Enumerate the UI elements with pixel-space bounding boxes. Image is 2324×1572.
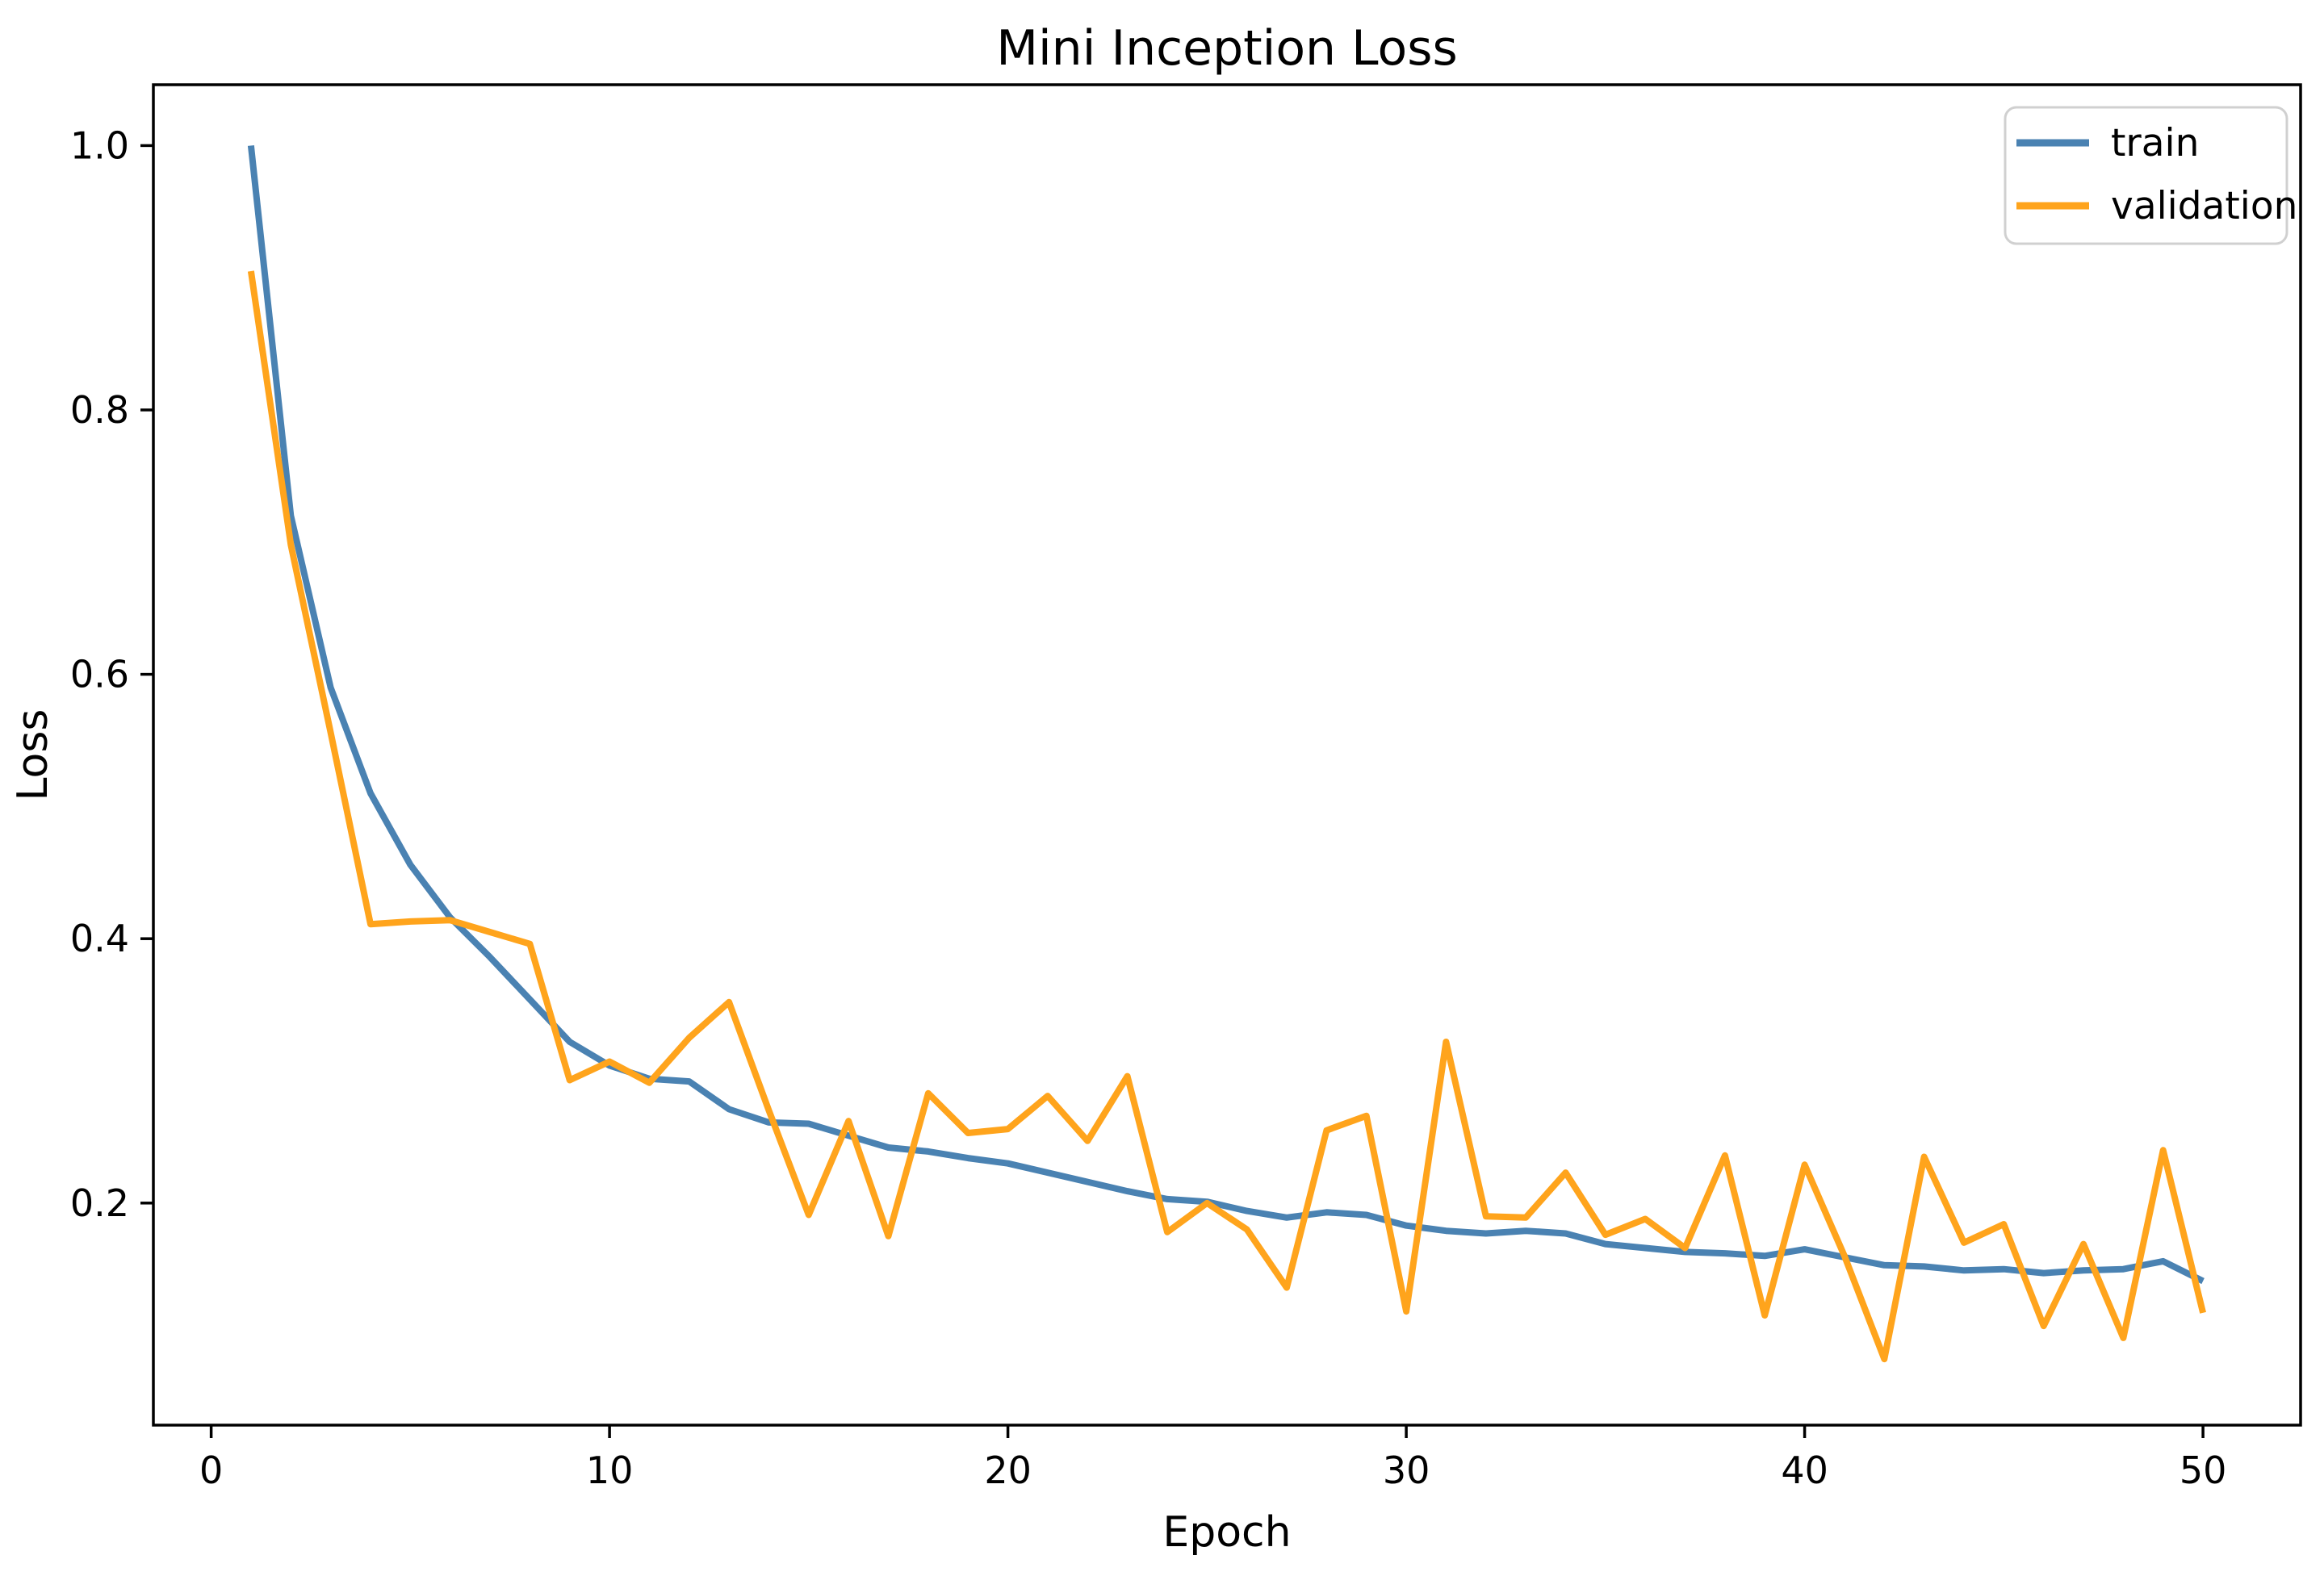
chart-title: Mini Inception Loss <box>996 20 1458 77</box>
validation-line <box>247 270 2206 1363</box>
y-tick-label: 0.6 <box>70 653 129 696</box>
y-axis-label: Loss <box>9 709 57 801</box>
x-tick-label: 0 <box>199 1449 223 1492</box>
train-line <box>247 144 2205 1285</box>
legend-label-train: train <box>2111 121 2199 165</box>
x-axis: 0 10 20 30 40 50 <box>199 1425 2226 1492</box>
legend-label-validation: validation <box>2111 184 2297 228</box>
plot-border <box>152 83 2302 1427</box>
x-tick-label: 20 <box>984 1449 1032 1492</box>
legend: train validation <box>2004 106 2297 245</box>
x-tick-label: 30 <box>1383 1449 1430 1492</box>
y-axis: 0.2 0.4 0.6 0.8 1.0 <box>70 123 153 1225</box>
y-tick-label: 0.8 <box>70 388 129 432</box>
y-tick-label: 1.0 <box>70 123 129 167</box>
series-lines <box>247 144 2206 1363</box>
y-tick-label: 0.2 <box>70 1181 129 1225</box>
x-tick-label: 50 <box>2180 1449 2227 1492</box>
plot-background <box>153 85 2301 1425</box>
y-tick-label: 0.4 <box>70 917 129 960</box>
x-tick-label: 40 <box>1781 1449 1828 1492</box>
x-tick-label: 10 <box>586 1449 634 1492</box>
x-axis-label: Epoch <box>1162 1508 1291 1557</box>
